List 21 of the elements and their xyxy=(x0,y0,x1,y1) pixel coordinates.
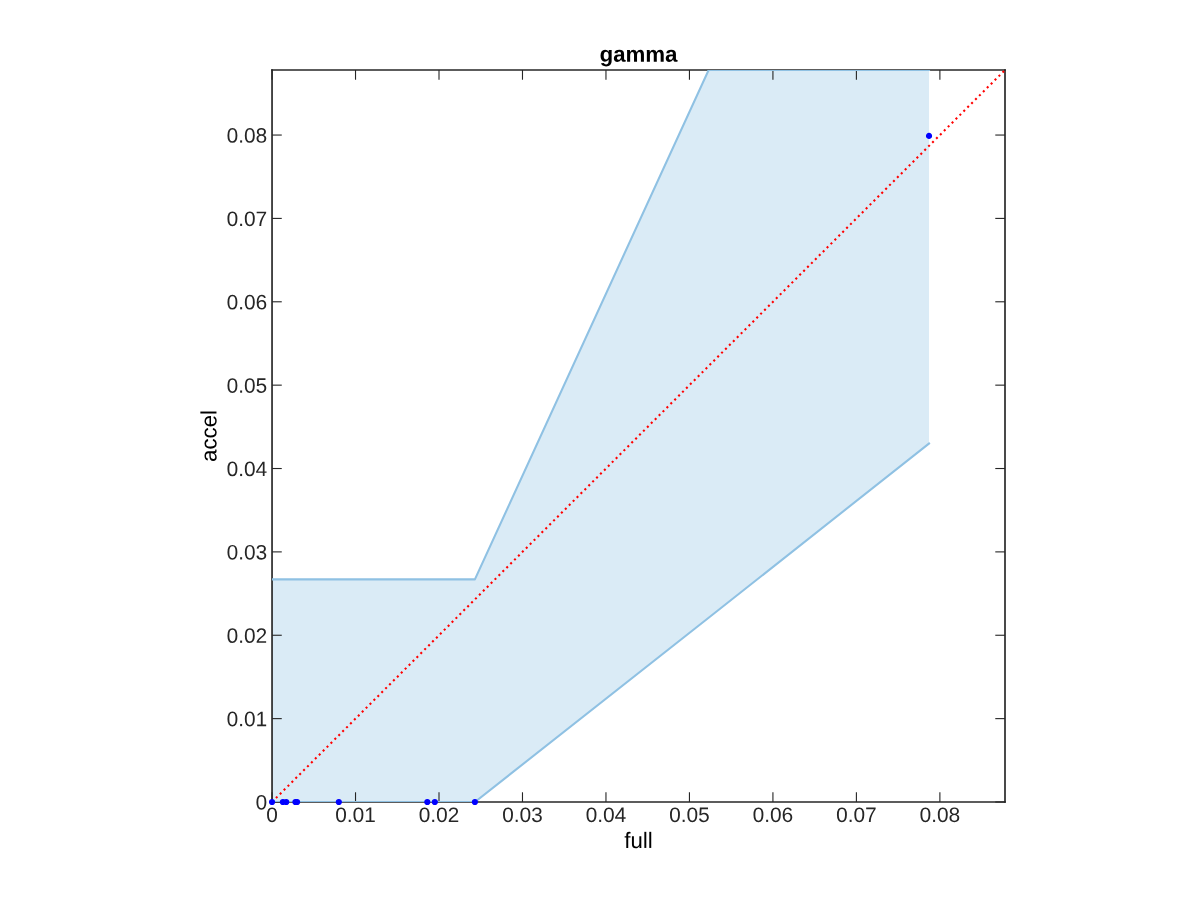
chart-title: gamma xyxy=(600,49,678,67)
y-tick-label: 0.03 xyxy=(227,544,267,560)
y-tick-label: 0.06 xyxy=(227,294,267,310)
x-axis-title: full xyxy=(624,831,652,849)
x-tick-label: 0.04 xyxy=(586,807,626,823)
x-tick-label: 0.07 xyxy=(836,807,876,823)
x-tick-label: 0.06 xyxy=(753,807,793,823)
y-tick-label: 0 xyxy=(256,794,267,810)
x-tick-label: 0.08 xyxy=(920,807,960,823)
y-tick-label: 0.01 xyxy=(227,711,267,727)
x-tick-label: 0.02 xyxy=(419,807,459,823)
x-tick-label: 0 xyxy=(267,807,278,823)
y-tick-label: 0.02 xyxy=(227,628,267,644)
x-tick-label: 0.01 xyxy=(336,807,375,823)
x-tick-label: 0.03 xyxy=(503,807,542,823)
y-axis-title: accel xyxy=(200,411,217,461)
y-tick-label: 0.07 xyxy=(227,211,267,227)
x-tick-label: 0.05 xyxy=(669,807,709,823)
y-tick-label: 0.05 xyxy=(227,378,267,393)
y-tick-label: 0.08 xyxy=(227,128,267,143)
y-tick-label: 0.04 xyxy=(227,461,267,477)
